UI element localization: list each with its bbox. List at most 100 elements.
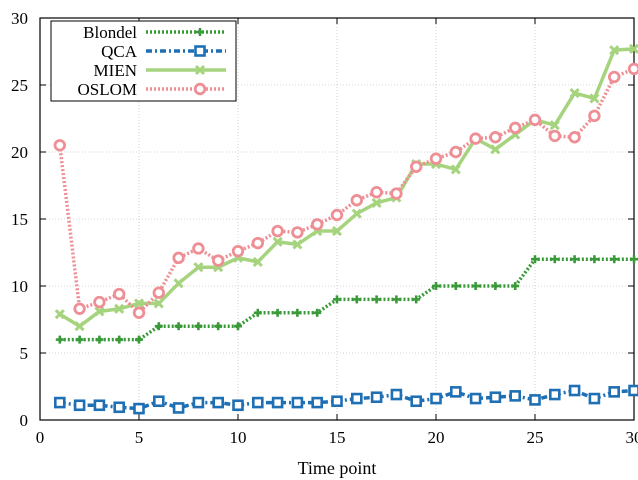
- data-point-mien: [252, 256, 263, 267]
- x-tick-label: 10: [230, 428, 247, 447]
- data-point-mien: [173, 278, 184, 289]
- data-point-oslom: [390, 187, 403, 200]
- data-point-oslom: [509, 121, 522, 135]
- data-point-qca: [509, 390, 522, 402]
- data-point-qca: [252, 396, 264, 409]
- series-layer: [53, 43, 638, 415]
- data-point-blondel: [610, 255, 619, 264]
- legend-marker: [194, 64, 206, 76]
- legend-marker: [196, 28, 204, 36]
- x-tick-label: 5: [135, 428, 144, 447]
- data-point-blondel: [372, 295, 381, 304]
- data-point-qca: [172, 402, 185, 414]
- data-point-mien: [450, 164, 461, 175]
- axis-ticks: 0 5 10 15 20 25 30 0 5 10 15 20 25 30: [11, 9, 638, 447]
- data-point-blondel: [471, 282, 480, 290]
- x-tick-label: 25: [527, 428, 544, 447]
- data-point-qca: [133, 402, 145, 415]
- data-point-oslom: [330, 208, 344, 222]
- data-point-qca: [410, 395, 423, 408]
- data-point-mien: [94, 306, 105, 317]
- data-point-oslom: [211, 254, 225, 267]
- data-point-mien: [351, 208, 362, 219]
- data-point-qca: [548, 388, 561, 401]
- legend-label: QCA: [101, 42, 138, 61]
- data-point-oslom: [449, 145, 463, 159]
- y-tick-label: 0: [20, 411, 29, 430]
- data-point-blondel: [214, 322, 223, 331]
- data-point-mien: [193, 262, 204, 273]
- data-point-mien: [153, 298, 164, 309]
- series-qca: [53, 384, 638, 415]
- y-tick-label: 5: [20, 344, 29, 363]
- data-point-mien: [569, 87, 580, 99]
- series-oslom: [53, 62, 638, 320]
- data-point-mien: [331, 225, 343, 237]
- data-point-oslom: [311, 218, 324, 231]
- data-point-blondel: [590, 255, 599, 264]
- data-point-qca: [390, 388, 403, 401]
- data-point-oslom: [231, 244, 245, 258]
- data-point-oslom: [132, 306, 146, 320]
- data-point-blondel: [135, 335, 143, 344]
- y-tick-label: 10: [11, 277, 28, 296]
- data-point-mien: [490, 144, 501, 155]
- data-point-blondel: [570, 255, 579, 264]
- data-point-oslom: [73, 302, 86, 315]
- data-point-oslom: [172, 251, 185, 265]
- data-point-mien: [609, 45, 620, 56]
- legend-item-mien: MIEN: [94, 61, 226, 80]
- legend-label: MIEN: [94, 61, 137, 80]
- data-point-mien: [54, 309, 65, 320]
- data-point-mien: [589, 93, 600, 104]
- data-point-mien: [133, 298, 145, 309]
- data-point-qca: [73, 399, 86, 412]
- series-blondel: [55, 255, 638, 344]
- data-point-oslom: [528, 113, 542, 127]
- data-point-blondel: [75, 335, 84, 344]
- legend-item-blondel: Blondel: [83, 23, 226, 42]
- data-point-oslom: [112, 287, 126, 301]
- data-point-qca: [628, 384, 638, 397]
- data-point-oslom: [152, 286, 166, 299]
- x-tick-label: 30: [626, 428, 638, 447]
- data-point-oslom: [608, 70, 621, 84]
- data-point-blondel: [432, 282, 440, 290]
- data-point-blondel: [234, 322, 242, 331]
- data-point-mien: [371, 197, 382, 208]
- data-point-blondel: [630, 255, 638, 264]
- data-point-oslom: [93, 295, 106, 309]
- data-point-oslom: [271, 224, 284, 238]
- data-point-qca: [568, 384, 581, 397]
- data-point-qca: [370, 391, 383, 404]
- y-tick-label: 15: [11, 210, 28, 229]
- x-tick-label: 20: [428, 428, 445, 447]
- data-point-qca: [271, 396, 284, 409]
- data-point-oslom: [410, 160, 423, 173]
- data-point-qca: [469, 392, 482, 405]
- data-point-oslom: [568, 131, 581, 144]
- data-point-oslom: [251, 236, 264, 250]
- legend-label: Blondel: [83, 23, 137, 42]
- data-point-blondel: [55, 335, 64, 344]
- data-point-qca: [588, 392, 601, 405]
- data-point-blondel: [313, 308, 322, 317]
- data-point-mien: [292, 239, 303, 250]
- data-point-blondel: [253, 308, 262, 317]
- series-line-blondel: [59, 257, 634, 342]
- data-point-oslom: [469, 132, 482, 145]
- data-point-oslom: [53, 139, 67, 152]
- data-point-qca: [53, 396, 66, 409]
- y-tick-label: 20: [11, 143, 28, 162]
- data-point-mien: [272, 236, 283, 247]
- data-point-qca: [153, 395, 165, 408]
- data-point-qca: [93, 399, 106, 412]
- data-point-blondel: [293, 308, 302, 317]
- data-point-oslom: [627, 62, 638, 76]
- legend-item-oslom: OSLOM: [77, 80, 226, 99]
- data-point-blondel: [174, 322, 183, 331]
- data-point-qca: [192, 396, 205, 409]
- data-point-oslom: [429, 152, 443, 165]
- data-point-qca: [350, 392, 363, 405]
